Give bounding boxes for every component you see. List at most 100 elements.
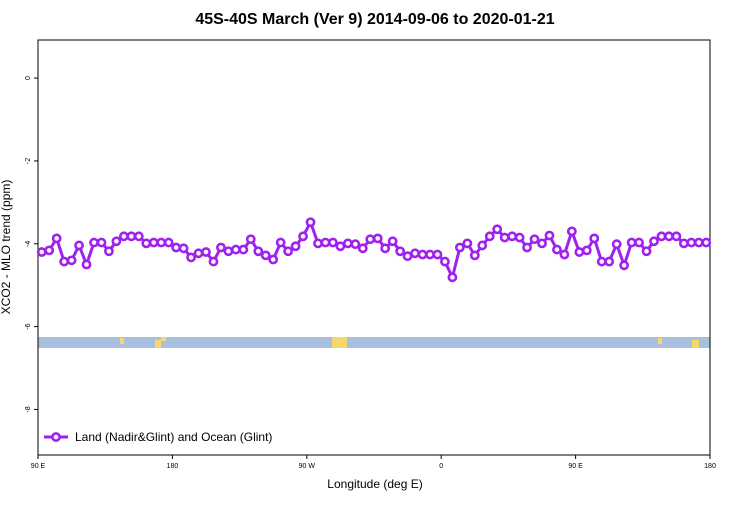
- x-tick-label: 180: [704, 463, 716, 470]
- point: [245, 234, 256, 245]
- point: [44, 245, 55, 256]
- point: [104, 246, 114, 257]
- point: [432, 249, 443, 260]
- x-tick-label: 0: [439, 463, 443, 470]
- y-tick-label: -2: [25, 158, 32, 164]
- point: [156, 237, 167, 248]
- point: [260, 250, 271, 261]
- point: [89, 237, 99, 248]
- point: [178, 243, 189, 254]
- point: [417, 249, 428, 260]
- point: [208, 256, 219, 267]
- point: [522, 242, 532, 253]
- point: [268, 254, 279, 265]
- point: [201, 247, 211, 257]
- point: [372, 233, 383, 244]
- point: [425, 249, 435, 260]
- point: [365, 234, 376, 245]
- x-axis-label: Longitude (deg E): [327, 477, 422, 491]
- point: [664, 231, 674, 242]
- plot-frame: [37, 39, 711, 456]
- point: [596, 256, 607, 267]
- point: [454, 242, 465, 253]
- point: [626, 237, 637, 248]
- point: [611, 239, 622, 250]
- point: [148, 237, 159, 248]
- point: [283, 246, 294, 257]
- point: [649, 236, 659, 247]
- land-patch: [332, 337, 347, 348]
- point: [387, 236, 398, 247]
- x-tick-label: 180: [167, 463, 179, 470]
- point: [484, 231, 495, 242]
- land-patch: [155, 340, 161, 348]
- point: [96, 237, 107, 248]
- point: [357, 243, 368, 254]
- point: [320, 237, 331, 248]
- point: [559, 249, 570, 260]
- point: [313, 238, 323, 249]
- point: [641, 246, 652, 257]
- y-tick-label: 0: [25, 76, 32, 80]
- land-patch: [658, 338, 662, 344]
- point: [589, 233, 600, 244]
- point: [186, 252, 196, 263]
- x-tick-label: 90 W: [299, 463, 316, 470]
- point: [402, 251, 413, 262]
- point: [118, 231, 129, 242]
- point: [36, 247, 47, 257]
- point: [410, 248, 420, 259]
- point: [51, 233, 62, 244]
- legend-label: Land (Nadir&Glint) and Ocean (Glint): [75, 430, 272, 444]
- point: [290, 241, 301, 252]
- point: [492, 224, 503, 235]
- y-tick-label: -4: [25, 241, 32, 247]
- point: [656, 231, 667, 242]
- point: [395, 246, 406, 257]
- point: [126, 231, 137, 242]
- point: [462, 238, 473, 249]
- x-tick-label: 90 E: [568, 463, 583, 470]
- point: [634, 237, 644, 248]
- point: [141, 238, 152, 249]
- point: [693, 237, 704, 248]
- point: [701, 237, 712, 248]
- point: [163, 237, 174, 248]
- y-tick-label: -6: [25, 323, 32, 329]
- point: [469, 250, 480, 261]
- point: [507, 231, 518, 242]
- point: [59, 256, 70, 267]
- point: [216, 242, 226, 253]
- point: [193, 248, 204, 259]
- point: [477, 240, 488, 251]
- point: [529, 234, 540, 245]
- chart-title: 45S-40S March (Ver 9) 2014-09-06 to 2020…: [195, 11, 554, 28]
- point: [66, 255, 77, 266]
- point: [552, 244, 562, 255]
- y-axis-label: XCO2 - MLO trend (ppm): [0, 180, 13, 315]
- point: [223, 246, 234, 257]
- point: [514, 232, 525, 243]
- point: [171, 242, 182, 253]
- x-tick-label: 90 E: [31, 463, 46, 470]
- point: [133, 231, 144, 242]
- ocean-band: [38, 337, 710, 348]
- land-patch: [120, 338, 124, 344]
- point: [275, 237, 286, 248]
- surface-strip: [38, 337, 710, 348]
- point: [619, 260, 630, 271]
- y-tick-label: -8: [25, 406, 32, 412]
- land-patch: [692, 340, 699, 348]
- point: [230, 244, 241, 255]
- point: [447, 272, 458, 283]
- point: [581, 245, 592, 256]
- point: [74, 240, 84, 251]
- point: [499, 232, 510, 243]
- point: [350, 239, 361, 250]
- point: [335, 241, 346, 252]
- point: [678, 238, 689, 249]
- point: [440, 256, 450, 267]
- point: [604, 256, 615, 267]
